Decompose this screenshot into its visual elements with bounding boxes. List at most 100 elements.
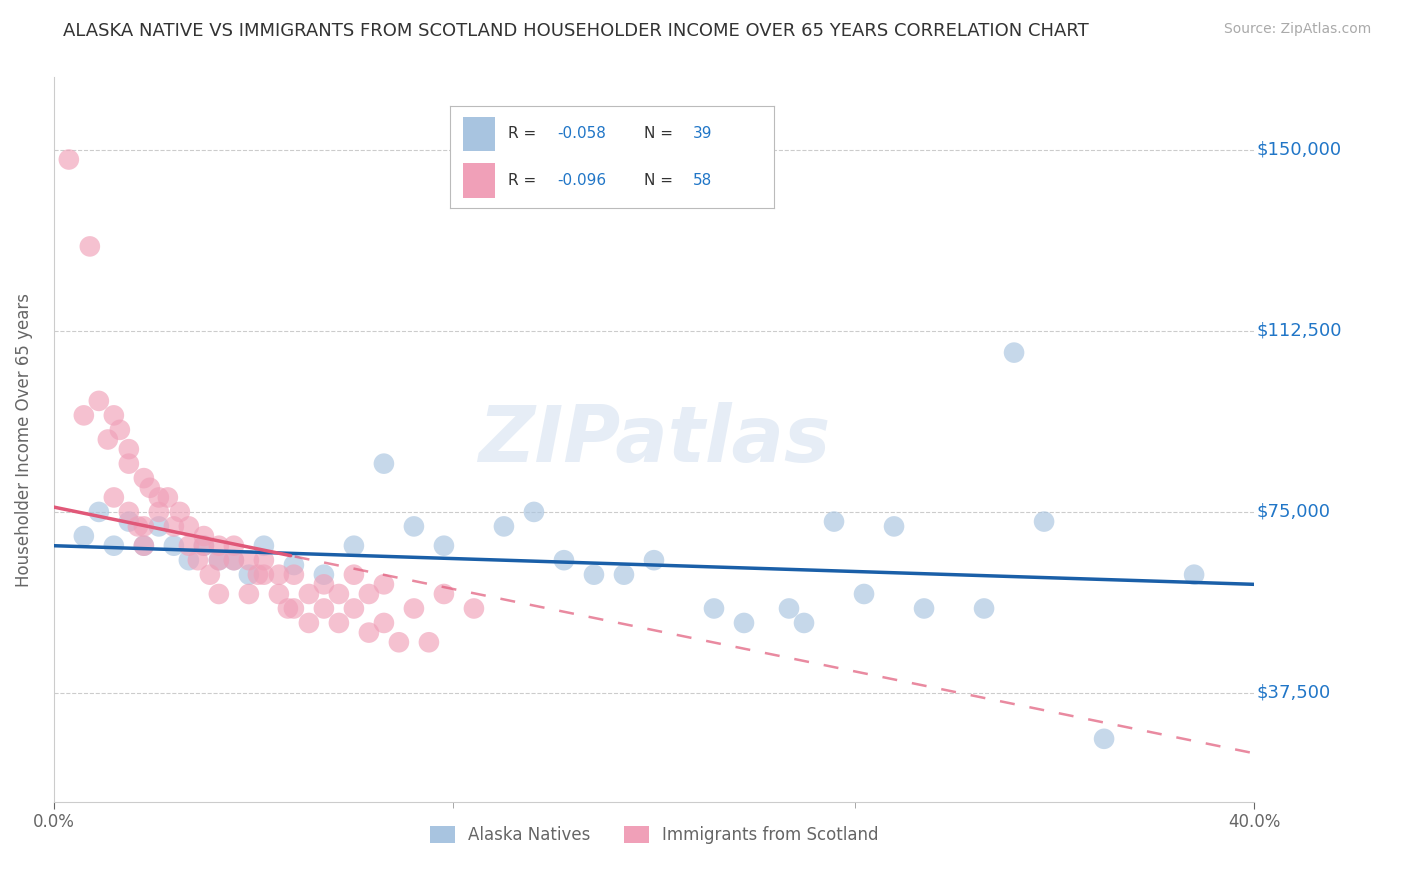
Point: [402, 601, 425, 615]
Point: [1182, 567, 1205, 582]
Point: [433, 539, 456, 553]
Point: [778, 601, 800, 615]
Point: [283, 601, 305, 615]
Point: [208, 539, 231, 553]
Point: [118, 505, 141, 519]
Point: [402, 519, 425, 533]
Point: [222, 539, 245, 553]
Point: [193, 529, 215, 543]
Text: $75,000: $75,000: [1257, 503, 1330, 521]
Point: [73, 529, 96, 543]
Point: [177, 539, 200, 553]
Point: [733, 615, 755, 630]
Point: [973, 601, 995, 615]
Point: [312, 577, 335, 591]
Point: [328, 615, 350, 630]
Point: [187, 553, 209, 567]
Point: [277, 601, 299, 615]
Text: Source: ZipAtlas.com: Source: ZipAtlas.com: [1223, 22, 1371, 37]
Point: [253, 539, 276, 553]
Point: [139, 481, 162, 495]
Point: [283, 567, 305, 582]
Point: [97, 433, 120, 447]
Point: [118, 442, 141, 457]
Text: ZIPatlas: ZIPatlas: [478, 401, 830, 477]
Point: [198, 567, 221, 582]
Point: [148, 505, 170, 519]
Point: [132, 539, 155, 553]
Point: [127, 519, 149, 533]
Point: [1033, 515, 1056, 529]
Point: [343, 601, 366, 615]
Point: [193, 539, 215, 553]
Point: [388, 635, 411, 649]
Point: [208, 553, 231, 567]
Point: [148, 491, 170, 505]
Point: [238, 567, 260, 582]
Point: [418, 635, 440, 649]
Point: [357, 625, 380, 640]
Point: [163, 519, 186, 533]
Point: [492, 519, 515, 533]
Point: [73, 409, 96, 423]
Point: [208, 587, 231, 601]
Point: [433, 587, 456, 601]
Text: ALASKA NATIVE VS IMMIGRANTS FROM SCOTLAND HOUSEHOLDER INCOME OVER 65 YEARS CORRE: ALASKA NATIVE VS IMMIGRANTS FROM SCOTLAN…: [63, 22, 1090, 40]
Point: [118, 457, 141, 471]
Point: [298, 615, 321, 630]
Point: [1002, 345, 1025, 359]
Point: [283, 558, 305, 572]
Point: [298, 587, 321, 601]
Point: [267, 587, 290, 601]
Point: [373, 577, 395, 591]
Point: [312, 567, 335, 582]
Point: [343, 567, 366, 582]
Point: [132, 539, 155, 553]
Point: [132, 519, 155, 533]
Point: [177, 519, 200, 533]
Point: [643, 553, 665, 567]
Point: [87, 393, 110, 408]
Point: [246, 567, 269, 582]
Point: [1092, 731, 1115, 746]
Point: [163, 539, 186, 553]
Point: [463, 601, 485, 615]
Point: [823, 515, 845, 529]
Point: [222, 553, 245, 567]
Point: [703, 601, 725, 615]
Point: [118, 515, 141, 529]
Point: [108, 423, 131, 437]
Point: [208, 553, 231, 567]
Point: [312, 601, 335, 615]
Point: [267, 567, 290, 582]
Text: $112,500: $112,500: [1257, 322, 1341, 340]
Point: [523, 505, 546, 519]
Point: [253, 553, 276, 567]
Point: [148, 519, 170, 533]
Point: [103, 539, 125, 553]
Point: [582, 567, 605, 582]
Point: [238, 553, 260, 567]
Point: [103, 409, 125, 423]
Point: [238, 587, 260, 601]
Point: [912, 601, 935, 615]
Point: [553, 553, 575, 567]
Point: [793, 615, 815, 630]
Point: [58, 153, 80, 167]
Point: [132, 471, 155, 485]
Legend: Alaska Natives, Immigrants from Scotland: Alaska Natives, Immigrants from Scotland: [430, 826, 879, 844]
Point: [79, 239, 101, 253]
Point: [87, 505, 110, 519]
Point: [253, 567, 276, 582]
Point: [177, 553, 200, 567]
Point: [343, 539, 366, 553]
Point: [222, 553, 245, 567]
Point: [373, 457, 395, 471]
Text: $150,000: $150,000: [1257, 141, 1341, 159]
Point: [156, 491, 179, 505]
Y-axis label: Householder Income Over 65 years: Householder Income Over 65 years: [15, 293, 32, 587]
Text: $37,500: $37,500: [1257, 684, 1330, 702]
Point: [357, 587, 380, 601]
Point: [613, 567, 636, 582]
Point: [883, 519, 905, 533]
